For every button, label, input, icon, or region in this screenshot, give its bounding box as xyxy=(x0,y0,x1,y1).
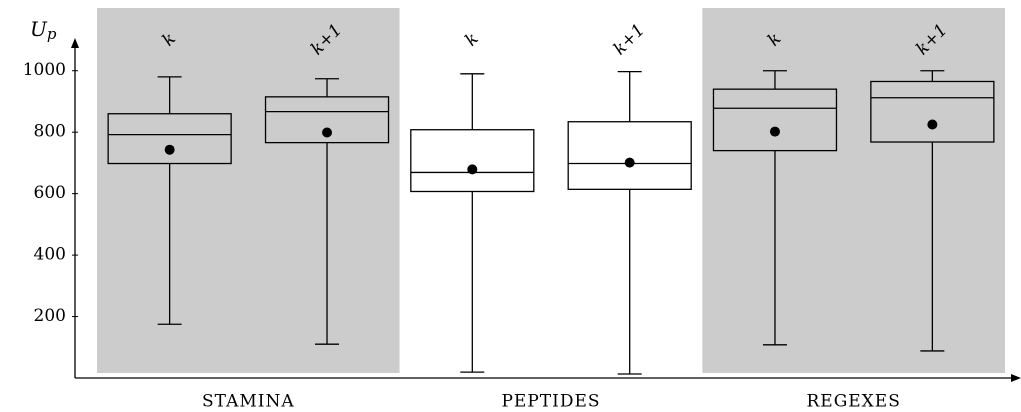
y-label-main: U xyxy=(30,17,48,41)
group-shade xyxy=(97,8,400,373)
mean-dot xyxy=(467,164,478,175)
mean-dot xyxy=(927,119,938,130)
y-label-sub: p xyxy=(47,25,57,43)
y-tick-label: 200 xyxy=(34,306,66,326)
box xyxy=(712,88,838,152)
group-shade xyxy=(399,8,703,373)
box xyxy=(567,121,692,190)
mean-dot xyxy=(769,126,780,137)
group-shade xyxy=(702,8,1005,373)
x-axis-arrow xyxy=(1011,374,1021,382)
box xyxy=(107,113,232,165)
y-axis-arrow xyxy=(71,38,79,48)
y-tick-label: 1000 xyxy=(23,60,66,80)
y-tick-label: 800 xyxy=(34,122,66,142)
background-layer xyxy=(97,8,1005,373)
mean-dot xyxy=(322,127,333,138)
y-axis-label: Up xyxy=(30,17,57,44)
group-label: STAMINA xyxy=(202,392,295,412)
y-tick-label: 400 xyxy=(34,245,66,265)
mean-dot xyxy=(164,144,175,155)
box xyxy=(264,96,390,144)
group-label: REGEXES xyxy=(806,392,900,412)
box xyxy=(870,80,995,143)
mean-dot xyxy=(624,157,635,168)
group-label: PEPTIDES xyxy=(501,392,600,412)
box xyxy=(410,129,535,193)
y-tick-label: 600 xyxy=(34,183,66,203)
